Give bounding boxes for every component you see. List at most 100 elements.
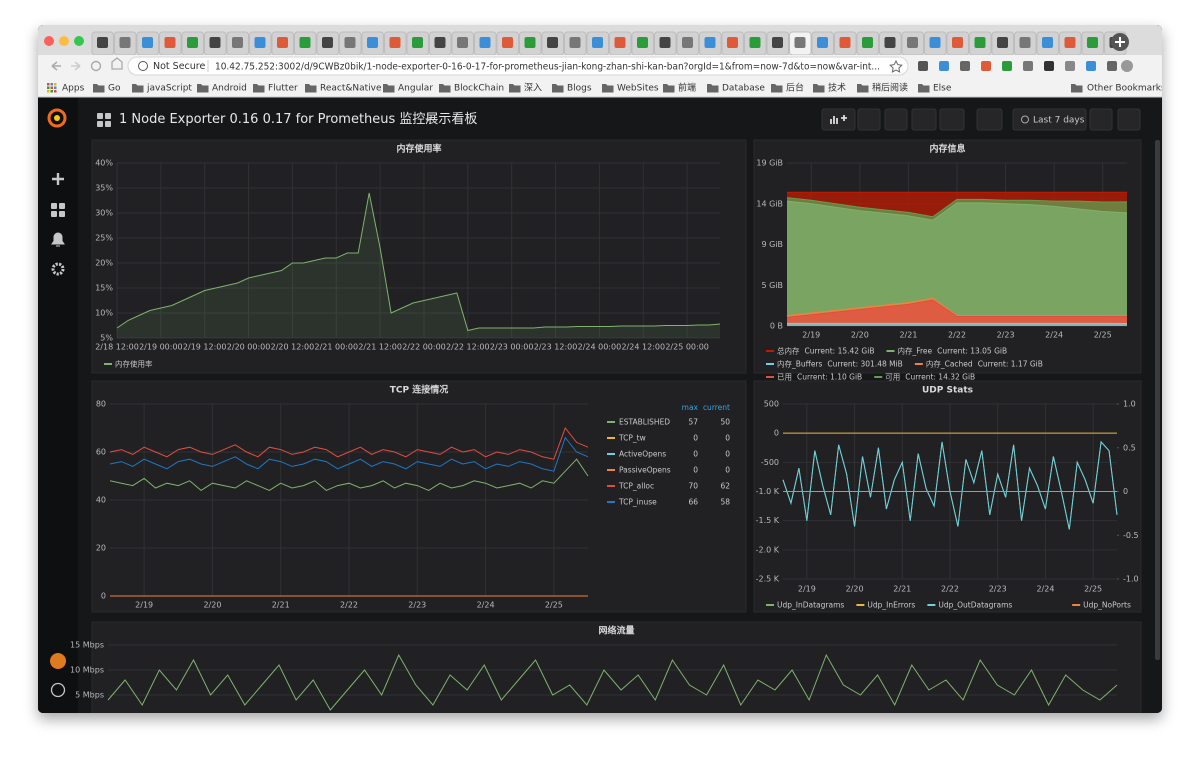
bookmark[interactable]: 深入 bbox=[524, 83, 542, 94]
legend-label[interactable]: TCP_inuse bbox=[618, 498, 657, 507]
extension-icon[interactable] bbox=[1002, 61, 1012, 71]
x-tick-label: 2/24 12:00 bbox=[621, 343, 665, 352]
x-tick-label: 2/20 bbox=[203, 601, 221, 610]
tab-favicon bbox=[592, 37, 603, 48]
tab-favicon bbox=[637, 37, 648, 48]
bookmark[interactable]: Flutter bbox=[268, 84, 298, 94]
bookmark[interactable]: WebSites bbox=[617, 84, 659, 94]
bookmark[interactable]: 后台 bbox=[786, 82, 804, 94]
bookmark[interactable]: 技术 bbox=[828, 82, 846, 94]
legend-entry[interactable]: Udp_InDatagrams bbox=[766, 601, 844, 610]
legend-entry[interactable]: Udp_OutDatagrams bbox=[927, 601, 1012, 610]
bookmark[interactable]: Database bbox=[722, 84, 765, 94]
legend-label[interactable]: PassiveOpens bbox=[619, 466, 671, 475]
bookmark[interactable]: React&Native bbox=[320, 84, 382, 94]
legend-max: 0 bbox=[693, 450, 698, 459]
extension-icon[interactable] bbox=[1086, 61, 1096, 71]
time-range[interactable]: Last 7 days bbox=[1033, 116, 1085, 126]
legend-label[interactable]: ActiveOpens bbox=[619, 450, 666, 459]
legend-label: 已用 bbox=[777, 373, 792, 382]
y-tick-label: 15 Mbps bbox=[70, 641, 104, 650]
x-tick-label: 2/25 bbox=[1094, 331, 1112, 340]
nav-button[interactable] bbox=[912, 109, 936, 130]
extension-icon[interactable] bbox=[918, 61, 928, 71]
bookmark[interactable]: Apps bbox=[62, 84, 85, 94]
panel-title[interactable]: 内存信息 bbox=[929, 143, 965, 155]
legend-label[interactable]: TCP_tw bbox=[618, 434, 646, 443]
nav-button[interactable] bbox=[822, 109, 855, 130]
x-tick-label: 2/24 bbox=[1045, 331, 1063, 340]
y2-tick-label: -1.0 bbox=[1123, 575, 1139, 584]
apps-icon bbox=[47, 87, 50, 90]
legend-label: 内存使用率 bbox=[115, 359, 153, 369]
extension-icon[interactable] bbox=[1065, 61, 1075, 71]
nav-button[interactable] bbox=[885, 109, 907, 130]
legend-label: 总内存 bbox=[777, 346, 800, 356]
sidebar bbox=[38, 98, 78, 713]
extension-icon[interactable] bbox=[1023, 61, 1033, 71]
bookmark[interactable]: BlockChain bbox=[454, 84, 504, 94]
panel-title[interactable]: 内存使用率 bbox=[396, 143, 441, 155]
bookmark[interactable]: Go bbox=[108, 84, 121, 94]
y-tick-label: 0 bbox=[774, 429, 779, 438]
legend-current: Current: 13.05 GiB bbox=[937, 347, 1007, 356]
bookmark[interactable]: Else bbox=[933, 84, 952, 94]
extension-icon[interactable] bbox=[939, 61, 949, 71]
scrollbar bbox=[1155, 140, 1160, 660]
panel-background bbox=[92, 622, 1141, 722]
x-tick-label: 2/23 bbox=[408, 601, 426, 610]
legend-label: Udp_InDatagrams bbox=[777, 601, 844, 610]
tab-favicon bbox=[120, 37, 131, 48]
y-tick-label: 35% bbox=[95, 184, 113, 193]
panel-background bbox=[754, 381, 1141, 612]
apps-icon bbox=[47, 90, 50, 93]
y-tick-label: 80 bbox=[96, 400, 106, 409]
bookmark[interactable]: javaScript bbox=[146, 84, 192, 94]
legend-current: 50 bbox=[720, 418, 730, 427]
y-tick-label: 14 GiB bbox=[756, 199, 783, 208]
legend-label: Udp_InErrors bbox=[867, 601, 915, 610]
panel-title[interactable]: TCP 连接情况 bbox=[390, 384, 448, 396]
tab-favicon bbox=[750, 37, 761, 48]
y-tick-label: 20% bbox=[95, 259, 113, 268]
bookmark[interactable]: 稍后阅读 bbox=[872, 82, 908, 94]
bookmark[interactable]: Angular bbox=[398, 84, 433, 94]
nav-button[interactable] bbox=[977, 109, 1002, 130]
nav-button[interactable] bbox=[858, 109, 880, 130]
profile-icon[interactable] bbox=[1121, 60, 1133, 72]
legend-max: 70 bbox=[688, 482, 698, 491]
close-button[interactable] bbox=[44, 36, 54, 46]
user-avatar[interactable] bbox=[50, 653, 66, 669]
y-tick-label: 30% bbox=[95, 209, 113, 218]
y-tick-label: 5 GiB bbox=[761, 281, 783, 290]
extension-icon[interactable] bbox=[1044, 61, 1054, 71]
zoom-button[interactable] bbox=[74, 36, 84, 46]
extension-icon[interactable] bbox=[1107, 61, 1117, 71]
bookmark[interactable]: 前端 bbox=[678, 82, 696, 94]
bookmark[interactable]: Blogs bbox=[567, 84, 592, 94]
minimize-button[interactable] bbox=[59, 36, 69, 46]
nav-button[interactable] bbox=[1090, 109, 1112, 130]
legend-label[interactable]: ESTABLISHED bbox=[619, 418, 670, 427]
nav-button[interactable] bbox=[940, 109, 964, 130]
legend-label[interactable]: TCP_alloc bbox=[618, 482, 654, 491]
extension-icon[interactable] bbox=[960, 61, 970, 71]
x-tick-label: 2/22 bbox=[948, 331, 966, 340]
extension-icon[interactable] bbox=[981, 61, 991, 71]
panel-title[interactable]: 网络流量 bbox=[598, 625, 634, 637]
dashboard-title[interactable]: 1 Node Exporter 0.16 0.17 for Prometheus… bbox=[119, 111, 477, 127]
nav-button[interactable] bbox=[1118, 109, 1140, 130]
legend-current: 62 bbox=[720, 482, 730, 491]
other-bookmarks[interactable]: Other Bookmarks bbox=[1087, 84, 1166, 94]
bookmark[interactable]: Android bbox=[212, 84, 247, 94]
legend-max: 0 bbox=[693, 466, 698, 475]
panel-title[interactable]: UDP Stats bbox=[922, 386, 973, 396]
tab-favicon bbox=[952, 37, 963, 48]
apps-icon bbox=[51, 83, 54, 86]
